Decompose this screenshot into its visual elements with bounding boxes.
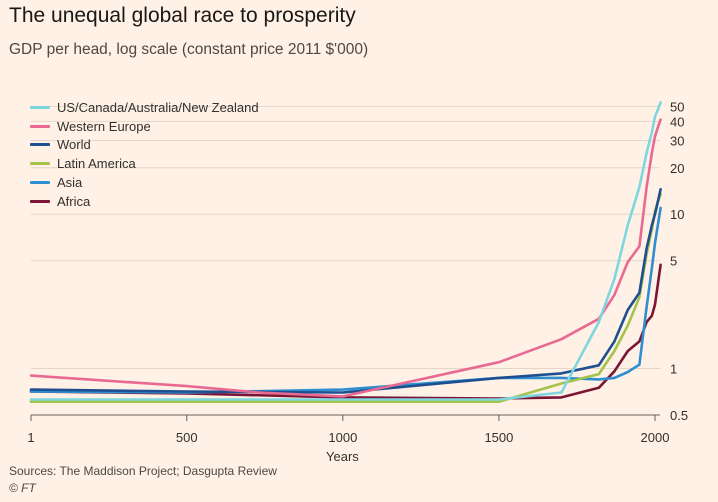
legend-item: Asia — [30, 173, 259, 192]
legend-item: Latin America — [30, 154, 259, 173]
legend-label: US/Canada/Australia/New Zealand — [57, 99, 259, 115]
legend-label: Latin America — [57, 156, 136, 172]
x-axis-label: Years — [326, 449, 359, 464]
legend-swatch — [30, 162, 50, 166]
series-line-western-europe — [29, 118, 662, 398]
y-tick-label: 50 — [670, 99, 684, 114]
x-tick-label: 2000 — [641, 430, 670, 445]
y-tick-label: 40 — [670, 114, 684, 129]
chart-legend: US/Canada/Australia/New Zealand Western E… — [30, 98, 259, 211]
legend-label: World — [57, 137, 91, 153]
y-tick-label: 20 — [670, 161, 684, 176]
source-note: Sources: The Maddison Project; Dasgupta … — [9, 464, 277, 478]
grid-lines — [31, 105, 660, 416]
x-tick-label: 1500 — [484, 430, 513, 445]
y-tick-label: 0.5 — [670, 408, 688, 423]
y-tick-label: 5 — [670, 254, 677, 269]
x-tick-label: 500 — [176, 430, 198, 445]
series-line-world — [29, 188, 662, 394]
legend-item: World — [30, 136, 259, 155]
y-tick-label: 10 — [670, 207, 684, 222]
series-lines — [29, 101, 662, 403]
y-tick-label: 1 — [670, 362, 677, 377]
x-axis-ticks: 1 500 1000 1500 2000 — [27, 415, 669, 445]
legend-item: Western Europe — [30, 117, 259, 136]
series-line-asia — [29, 206, 662, 394]
legend-label: Africa — [57, 193, 91, 209]
legend-swatch — [30, 124, 50, 128]
legend-swatch — [30, 181, 50, 185]
x-tick-label: 1000 — [328, 430, 357, 445]
legend-label: Western Europe — [57, 118, 151, 134]
y-tick-label: 30 — [670, 134, 684, 149]
series-line-us-canada-australia-new-zealand — [29, 101, 662, 401]
legend-swatch — [30, 199, 50, 203]
legend-label: Asia — [57, 175, 83, 191]
x-tick-label: 1 — [27, 430, 34, 445]
chart-title: The unequal global race to prosperity — [9, 4, 356, 27]
ft-credit: © FT — [9, 481, 36, 495]
chart-subtitle: GDP per head, log scale (constant price … — [9, 41, 369, 58]
legend-item: US/Canada/Australia/New Zealand — [30, 98, 259, 117]
legend-item: Africa — [30, 192, 259, 211]
series-line-latin-america — [29, 192, 662, 403]
legend-swatch — [30, 143, 50, 147]
legend-swatch — [30, 105, 50, 109]
